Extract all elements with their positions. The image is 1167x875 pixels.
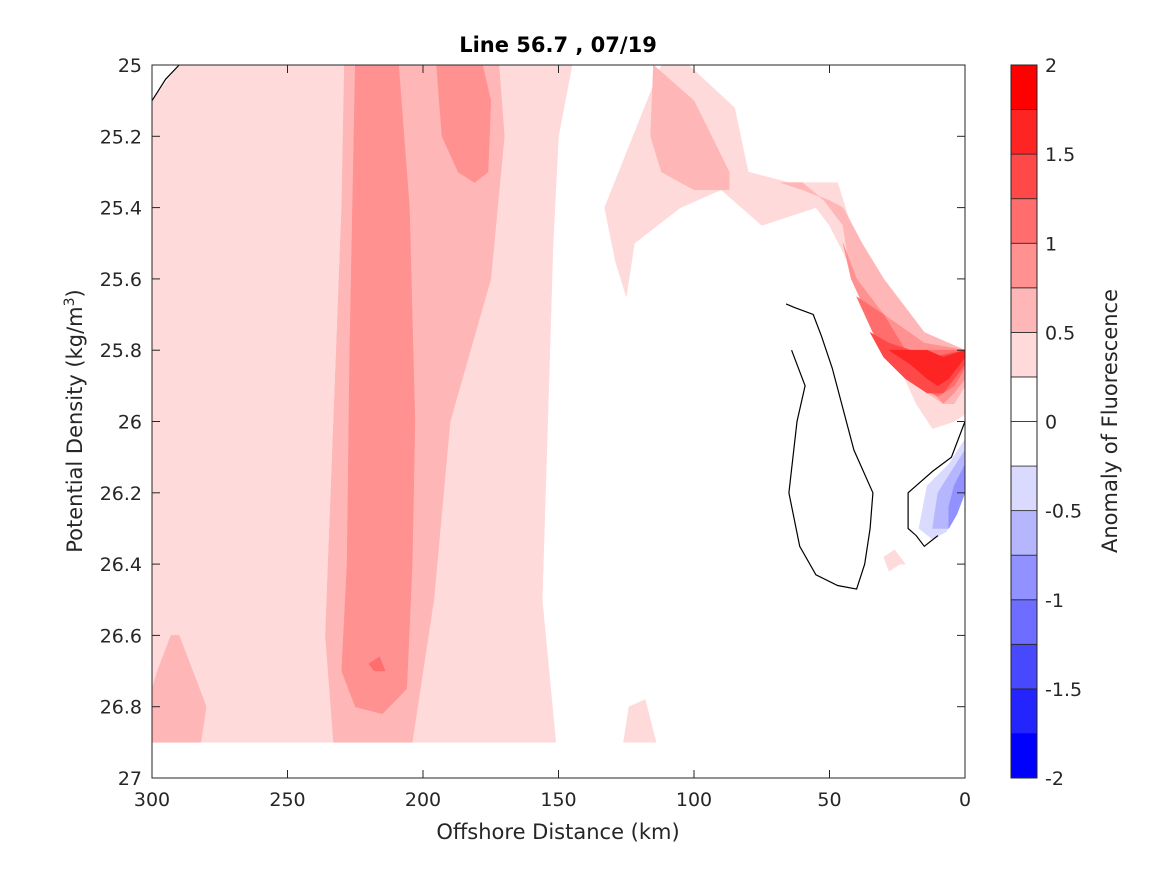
- colorbar-band: [1010, 287, 1038, 333]
- colorbar-band: [1010, 465, 1038, 512]
- y-tick-label: 26.4: [100, 554, 142, 576]
- colorbar: 2 1.5 1 0.5 0 -0.5 -1 -1.5 -2 Anomaly of Fluores…: [1010, 55, 1122, 790]
- colorbar-bands: [1010, 64, 1038, 779]
- y-axis-label-main: Potential Density (kg/m: [63, 306, 87, 552]
- x-tick-label: 300: [134, 789, 170, 811]
- colorbar-tick-label: 1.5: [1045, 144, 1075, 166]
- contour-fill-layer: [151, 64, 966, 743]
- y-tick-label: 26.8: [100, 697, 142, 719]
- chart-title: Line 56.7 , 07/19: [459, 33, 657, 57]
- zero-contour-line-0: [151, 64, 180, 102]
- colorbar-tick-label: 0: [1045, 412, 1057, 434]
- colorbar-band: [1010, 198, 1038, 244]
- colorbar-band: [1010, 599, 1038, 645]
- y-tick-label: 26.2: [100, 483, 142, 505]
- x-tick-label: 50: [817, 789, 841, 811]
- x-axis-label: Offshore Distance (km): [436, 820, 679, 844]
- colorbar-tick-label: -2: [1045, 768, 1064, 790]
- colorbar-ticks: 2 1.5 1 0.5 0 -0.5 -1 -1.5 -2: [1045, 55, 1082, 790]
- x-tick-label: 150: [540, 789, 576, 811]
- contour-region-2: [623, 699, 657, 743]
- contour-region-9: [436, 64, 492, 183]
- colorbar-frame: [1010, 64, 1038, 779]
- y-tick-label: 25.6: [100, 269, 142, 291]
- y-tick-label: 27: [118, 768, 142, 790]
- zero-contour-line-1: [785, 303, 874, 590]
- y-axis-label-close: ): [63, 289, 87, 297]
- colorbar-band: [1010, 421, 1038, 467]
- colorbar-label: Anomaly of Fluorescence: [1098, 289, 1122, 553]
- y-axis-label-superscript: 3: [62, 297, 78, 306]
- x-tick-label: 200: [405, 789, 441, 811]
- colorbar-tick-label: 2: [1045, 55, 1057, 77]
- x-tick-label: 250: [269, 789, 305, 811]
- colorbar-tick-label: 0.5: [1045, 322, 1075, 344]
- colorbar-tick-label: -1.5: [1045, 679, 1082, 701]
- contour-region-3: [883, 549, 906, 572]
- colorbar-band: [1010, 153, 1038, 200]
- colorbar-tick-label: -1: [1045, 590, 1064, 612]
- colorbar-band: [1010, 688, 1038, 734]
- contour-region-6: [650, 64, 730, 191]
- colorbar-tick-label: -0.5: [1045, 501, 1082, 523]
- y-tick-label: 26.6: [100, 625, 142, 647]
- zero-contour-line-2: [907, 421, 966, 548]
- colorbar-band: [1010, 376, 1038, 422]
- contour-region-8: [341, 64, 416, 715]
- colorbar-band: [1010, 643, 1038, 690]
- plot-area: [151, 64, 966, 779]
- x-tick-label: 0: [959, 789, 971, 811]
- y-tick-label: 25: [118, 55, 142, 77]
- contour-region-14: [888, 349, 966, 387]
- colorbar-band: [1010, 331, 1038, 378]
- colorbar-band: [1010, 554, 1038, 601]
- y-tick-label: 25.4: [100, 198, 142, 220]
- colorbar-band: [1010, 733, 1038, 779]
- y-axis: 25 25.2 25.4 25.6 25.8 26 26.2 26.4 26.6 26.8 27: [100, 55, 965, 790]
- y-axis-label: Potential Density (kg/m3): [62, 289, 87, 553]
- y-tick-label: 25.2: [100, 126, 142, 148]
- y-tick-label: 25.8: [100, 340, 142, 362]
- colorbar-band: [1010, 109, 1038, 155]
- x-tick-label: 100: [676, 789, 712, 811]
- colorbar-tick-label: 1: [1045, 233, 1057, 255]
- contour-region-11: [368, 656, 386, 672]
- x-axis: 300 250 200 150 100 50 0: [134, 65, 971, 811]
- zero-contour-layer: [151, 64, 966, 590]
- colorbar-band: [1010, 242, 1038, 289]
- colorbar-band: [1010, 64, 1038, 110]
- colorbar-band: [1010, 510, 1038, 556]
- y-tick-label: 26: [118, 412, 142, 434]
